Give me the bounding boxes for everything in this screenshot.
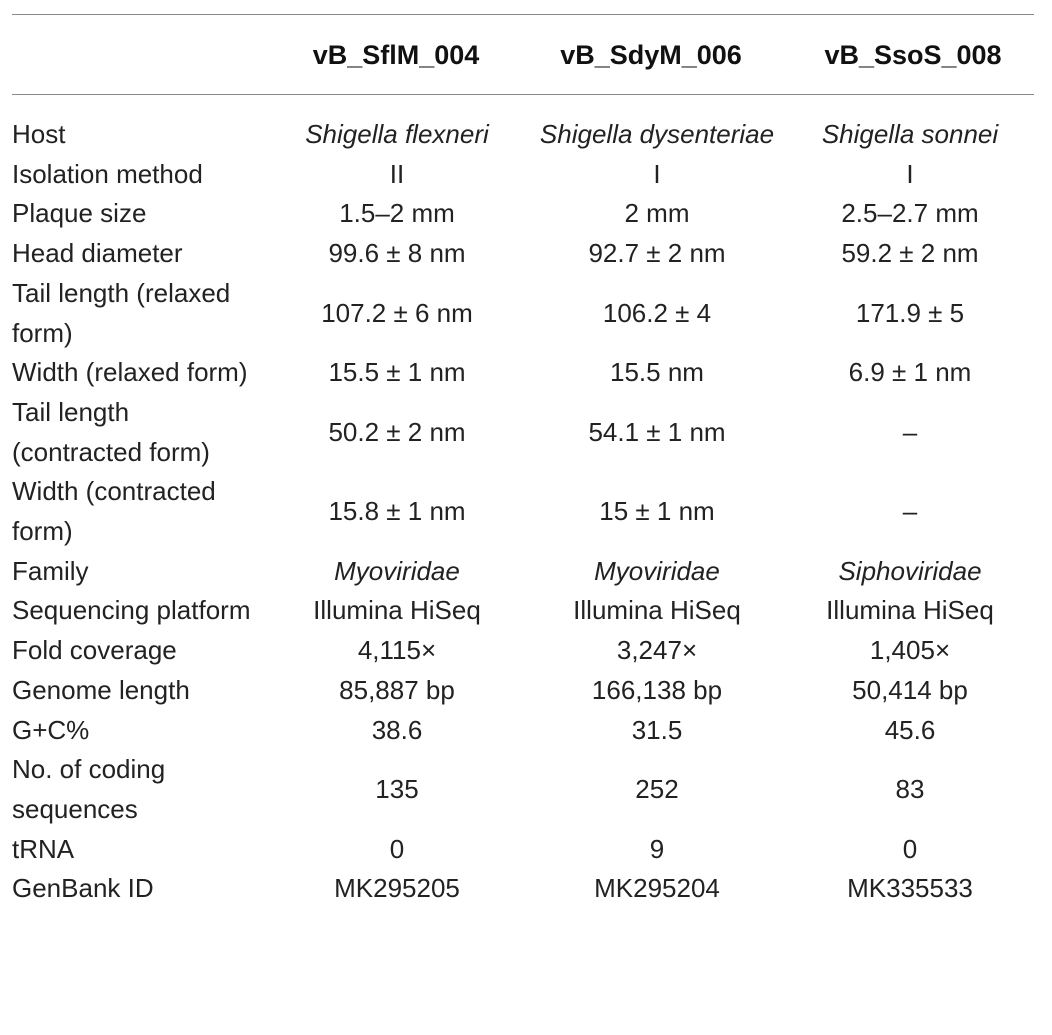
table-cell: 50,414 bp [852, 674, 968, 705]
table-cell: – [902, 496, 918, 527]
row-label-head-diameter: Head diameter [12, 238, 183, 269]
table-cell: 59.2 ± 2 nm [841, 238, 979, 269]
row-label-fold-coverage: Fold coverage [12, 635, 177, 666]
table-cell: 15.8 ± 1 nm [328, 496, 466, 527]
table-cell: 252 [635, 774, 679, 805]
table-cell: 92.7 ± 2 nm [588, 238, 726, 269]
table-cell: 31.5 [631, 714, 683, 745]
table-row: Width (relaxed form) 15.5 ± 1 nm 15.5 nm… [12, 353, 1034, 393]
column-header-phage-3: vB_SsoS_008 [824, 40, 1002, 70]
row-label-width-relaxed: Width (relaxed form) [12, 357, 248, 388]
row-label-tail-length-relaxed: Tail length (relaxed form) [12, 277, 231, 348]
table-cell: Siphoviridae [838, 555, 982, 586]
table-cell: MK335533 [847, 873, 973, 904]
table-cell: 15.5 ± 1 nm [328, 357, 466, 388]
table-cell: 0 [389, 833, 405, 864]
table-row: Tail length (contracted form) 50.2 ± 2 n… [12, 393, 1034, 472]
row-label-genbank-id: GenBank ID [12, 873, 154, 904]
table-cell: 1.5–2 mm [339, 198, 455, 229]
table-cell: Illumina HiSeq [573, 595, 741, 626]
table-row: Genome length 85,887 bp 166,138 bp 50,41… [12, 671, 1034, 711]
table-cell: Shigella dysenteriae [539, 119, 775, 149]
table-cell: 2.5–2.7 mm [841, 198, 979, 229]
table-cell: I [653, 158, 661, 189]
row-label-genome-length: Genome length [12, 674, 190, 705]
table-cell: Illumina HiSeq [313, 595, 481, 626]
table-row: Host Shigella flexneri Shigella dysenter… [12, 115, 1034, 155]
table-cell: 38.6 [371, 714, 423, 745]
table-cell: 9 [649, 833, 665, 864]
table-row: Sequencing platform Illumina HiSeq Illum… [12, 591, 1034, 631]
table-row: Head diameter 99.6 ± 8 nm 92.7 ± 2 nm 59… [12, 234, 1034, 274]
table-cell: Illumina HiSeq [826, 595, 994, 626]
table-row: tRNA 0 9 0 [12, 830, 1034, 870]
table-cell: 2 mm [624, 198, 690, 229]
row-label-gc-content: G+C% [12, 714, 90, 745]
table-cell: 45.6 [884, 714, 936, 745]
header-bottom-rule [12, 94, 1034, 95]
table-cell: 15.5 nm [610, 357, 704, 388]
table-row: G+C% 38.6 31.5 45.6 [12, 711, 1034, 751]
table-cell: MK295204 [594, 873, 720, 904]
table-cell: 83 [895, 774, 925, 805]
table-row: GenBank ID MK295205 MK295204 MK335533 [12, 869, 1034, 909]
table-cell: 4,115× [357, 635, 437, 666]
table-cell: 85,887 bp [339, 674, 455, 705]
row-label-family: Family [12, 555, 89, 586]
table-cell: 6.9 ± 1 nm [848, 357, 972, 388]
table-cell: Myoviridae [334, 555, 460, 586]
table-cell: 135 [375, 774, 419, 805]
table-cell: 50.2 ± 2 nm [328, 416, 466, 447]
table-top-rule [12, 14, 1034, 15]
row-label-host: Host [12, 119, 66, 149]
row-label-isolation-method: Isolation method [12, 158, 203, 189]
row-label-width-contracted: Width (contracted form) [12, 476, 216, 547]
table-cell: 99.6 ± 8 nm [328, 238, 466, 269]
row-label-sequencing-platform: Sequencing platform [12, 595, 251, 626]
row-label-trna: tRNA [12, 833, 75, 864]
row-label-coding-sequences: No. of coding sequences [12, 754, 166, 824]
table-row: Isolation method II I I [12, 155, 1034, 195]
table-cell: Shigella sonnei [821, 119, 999, 149]
table-row: No. of coding sequences 135 252 83 [12, 750, 1034, 829]
table-row: Family Myoviridae Myoviridae Siphovirida… [12, 552, 1034, 592]
row-label-tail-length-contracted: Tail length (contracted form) [12, 396, 210, 467]
table-cell: 3,247× [616, 635, 698, 666]
table-cell: I [906, 158, 914, 189]
table-cell: 107.2 ± 6 nm [321, 297, 473, 328]
table-cell: 54.1 ± 1 nm [588, 416, 726, 447]
column-header-phage-2: vB_SdyM_006 [560, 40, 742, 70]
table-row: Width (contracted form) 15.8 ± 1 nm 15 ±… [12, 472, 1034, 551]
table-cell: 166,138 bp [591, 674, 723, 705]
table-row: Tail length (relaxed form) 107.2 ± 6 nm … [12, 274, 1034, 353]
table-cell: 171.9 ± 5 [855, 297, 965, 328]
table-row: Fold coverage 4,115× 3,247× 1,405× [12, 631, 1034, 671]
table-cell: Myoviridae [594, 555, 720, 586]
table-cell: II [389, 158, 405, 189]
row-label-plaque-size: Plaque size [12, 198, 147, 229]
column-header-phage-1: vB_SflM_004 [312, 40, 480, 70]
phage-characteristics-table: Host Shigella flexneri Shigella dysenter… [12, 115, 1034, 909]
table-cell: 106.2 ± 4 [602, 297, 712, 328]
table-cell: Shigella flexneri [305, 119, 489, 149]
table-cell: – [902, 416, 918, 447]
table-cell: 0 [902, 833, 918, 864]
table-cell: MK295205 [334, 873, 460, 904]
table-row: Plaque size 1.5–2 mm 2 mm 2.5–2.7 mm [12, 194, 1034, 234]
table-cell: 1,405× [869, 635, 951, 666]
table-cell: 15 ± 1 nm [599, 496, 715, 527]
